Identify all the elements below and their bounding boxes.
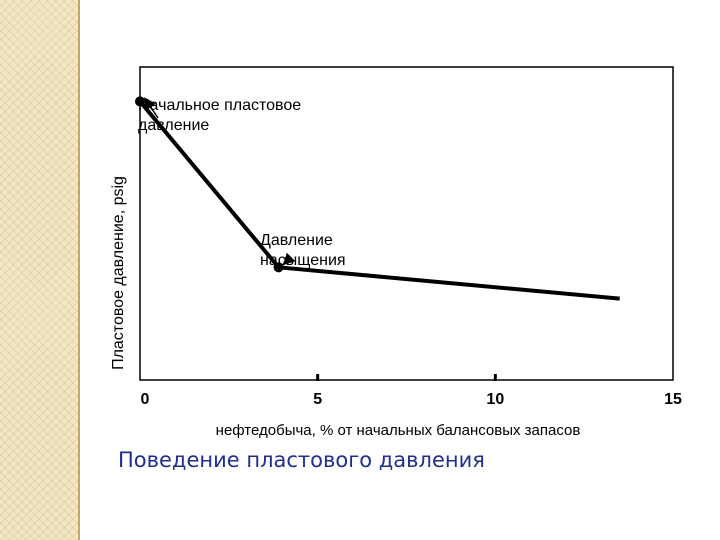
x-tick-label: 15: [664, 391, 682, 408]
y-axis-label: Пластовое давление, psig: [110, 176, 127, 370]
side-strip-border: [78, 0, 80, 540]
slide-caption: Поведение пластового давления: [118, 448, 485, 472]
x-tick-label: 0: [141, 391, 150, 408]
annotation-text: Давление насыщения: [260, 232, 346, 269]
plot-frame: [139, 66, 674, 381]
data-point: [273, 262, 284, 273]
annotation-arrow: [282, 252, 296, 266]
decorative-side-strip: [0, 0, 78, 540]
annotation-arrow: [144, 97, 159, 119]
x-tick-label: 5: [313, 391, 322, 408]
x-tick-label: 10: [486, 391, 504, 408]
data-point: [135, 96, 145, 107]
x-axis-label: нефтедобыча, % от начальных балансовых з…: [216, 422, 581, 439]
annotation-text: Начальное пластовое давление: [138, 97, 301, 134]
pressure-line: [138, 100, 620, 301]
